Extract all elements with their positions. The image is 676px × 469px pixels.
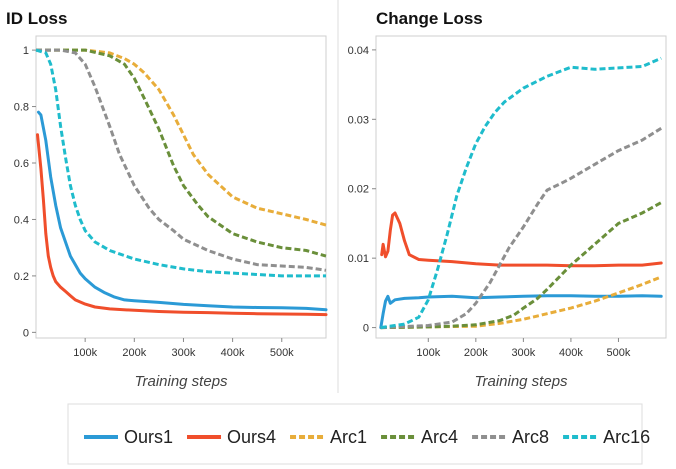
id-loss-ticks-layer: 100k 200k 300k 400k 500k 0 0.2 0.4 0.6 0.8 1: [14, 45, 294, 359]
id-loss-x-tick-label: 300k: [172, 347, 196, 359]
change-loss-title: Change Loss: [376, 9, 483, 28]
change-loss-plot-area: [375, 35, 667, 339]
change-loss-series-arc1: [380, 275, 662, 330]
change-loss-ticks-layer: 100k 200k 300k 400k 500k 0 0.01 0.02 0.03 0.04: [348, 45, 631, 359]
id-loss-series-arc16: [35, 48, 326, 278]
id-loss-series-layer: [35, 48, 328, 317]
legend-label-ours4: Ours4: [227, 427, 276, 447]
change-loss-y-tick-label: 0: [363, 323, 369, 335]
id-loss-y-tick-label: 0.2: [14, 271, 29, 283]
id-loss-x-tick-label: 100k: [73, 347, 97, 359]
id-loss-x-tick-label: 200k: [122, 347, 146, 359]
id-loss-y-tick-label: 0: [23, 327, 29, 339]
change-loss-series-ours1: [379, 294, 663, 330]
change-loss-series-arc4: [380, 201, 662, 330]
change-loss-series-ours4: [380, 211, 663, 268]
change-loss-series-arc8: [380, 127, 662, 330]
id-loss-x-tick-label: 500k: [270, 347, 294, 359]
id-loss-y-tick-label: 0.6: [14, 158, 29, 170]
id-loss-series-arc1: [36, 48, 327, 227]
legend-label-arc8: Arc8: [512, 427, 549, 447]
id-loss-series-ours1: [37, 110, 328, 312]
change-loss-x-tick-label: 300k: [511, 347, 535, 359]
legend-label-arc4: Arc4: [421, 427, 458, 447]
id-loss-x-axis-label: Training steps: [134, 373, 228, 390]
change-loss-y-tick-label: 0.04: [348, 45, 369, 57]
legend-label-ours1: Ours1: [124, 427, 173, 447]
change-loss-x-tick-label: 200k: [464, 347, 488, 359]
id-loss-title: ID Loss: [6, 9, 67, 28]
id-loss-series-ours4: [36, 133, 328, 317]
change-loss-series-arc16: [380, 56, 662, 330]
legend-box: [67, 403, 643, 465]
change-loss-y-tick-label: 0.01: [348, 253, 369, 265]
change-loss-x-tick-label: 400k: [559, 347, 583, 359]
change-loss-y-tick-label: 0.02: [348, 184, 369, 196]
legend-label-arc16: Arc16: [603, 427, 650, 447]
id-loss-series-arc4: [36, 48, 327, 258]
id-loss-y-tick-label: 0.4: [14, 214, 29, 226]
id-loss-y-tick-label: 0.8: [14, 102, 29, 114]
change-loss-x-tick-label: 500k: [607, 347, 631, 359]
id-loss-panel: ID Loss 100k 200k 300k 400k 500k 0 0.2 0.4 0.6 0.…: [6, 9, 328, 390]
legend-label-arc1: Arc1: [330, 427, 367, 447]
change-loss-panel: Change Loss 100k 200k 300k 400k 500k 0 0.01 0.0…: [348, 9, 667, 390]
id-loss-series-arc8: [36, 48, 327, 272]
id-loss-plot-area: [35, 35, 327, 339]
change-loss-x-tick-label: 100k: [416, 347, 440, 359]
legend: Ours1 Ours4 Arc1 Arc4 Arc8 Arc16: [67, 403, 650, 465]
change-loss-x-axis-label: Training steps: [474, 373, 568, 390]
id-loss-x-tick-label: 400k: [221, 347, 245, 359]
change-loss-series-layer: [379, 56, 663, 330]
id-loss-y-tick-label: 1: [23, 45, 29, 57]
change-loss-y-tick-label: 0.03: [348, 114, 369, 126]
